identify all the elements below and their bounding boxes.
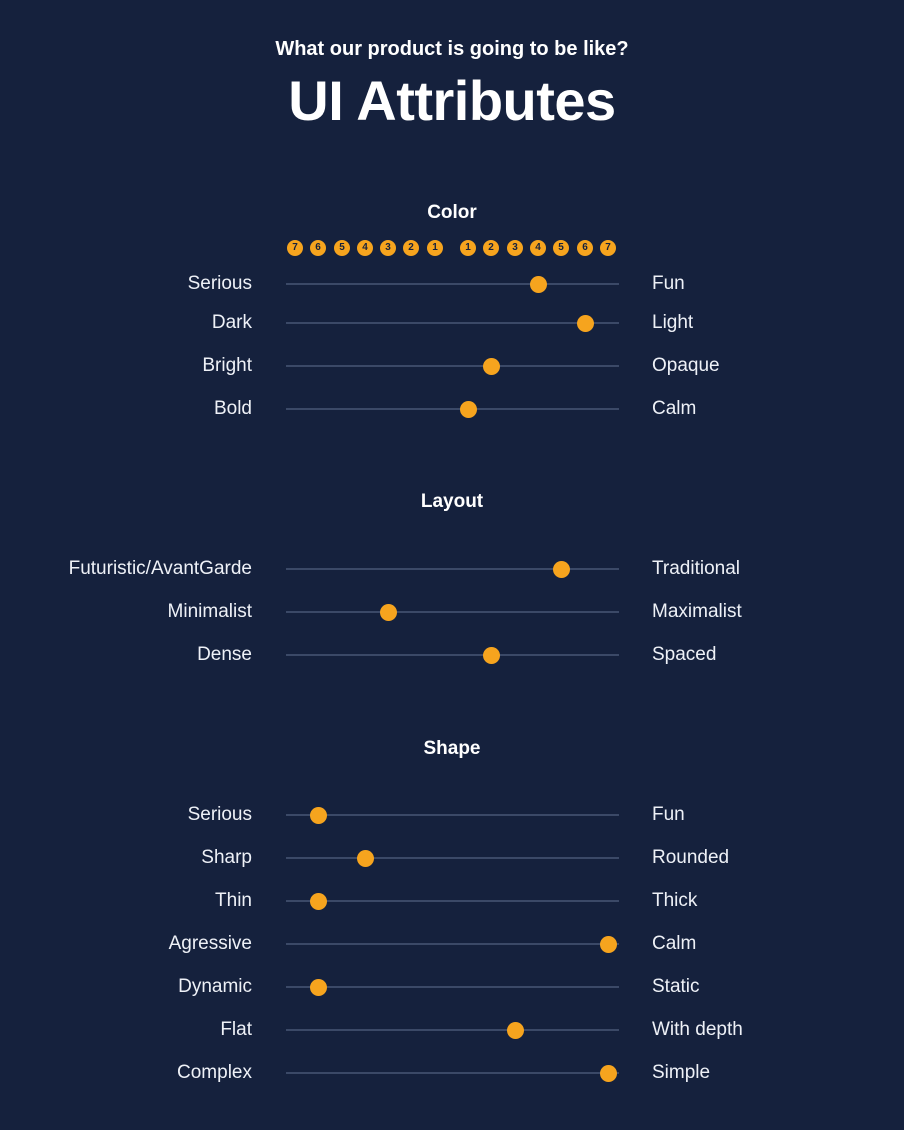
scale-badge-left-7: 7 [287, 240, 303, 256]
slider-track[interactable] [286, 568, 619, 570]
attribute-row: Futuristic/AvantGarde Traditional [0, 554, 904, 584]
attribute-row: Dynamic Static [0, 972, 904, 1002]
attribute-right-label: Static [652, 976, 700, 997]
attribute-right-label: Spaced [652, 644, 717, 665]
scale-badge-right-3: 3 [507, 240, 523, 256]
attribute-row: Flat With depth [0, 1015, 904, 1045]
attribute-row: Minimalist Maximalist [0, 597, 904, 627]
attribute-row: Dense Spaced [0, 640, 904, 670]
slider-track[interactable] [286, 986, 619, 988]
attribute-right-label: Calm [652, 398, 697, 419]
slider-track[interactable] [286, 1029, 619, 1031]
slider-track[interactable] [286, 1072, 619, 1074]
slider-track[interactable] [286, 611, 619, 613]
slider-knob[interactable] [482, 647, 500, 664]
scale-badge-left-6: 6 [310, 240, 326, 256]
attribute-row: Serious Fun [0, 800, 904, 830]
attribute-right-label: Fun [652, 804, 685, 825]
attribute-right-label: Rounded [652, 847, 730, 868]
slider-knob[interactable] [459, 401, 477, 418]
attribute-row: Dark Light [0, 308, 904, 338]
slider-knob[interactable] [309, 807, 327, 824]
scale-badge-left-5: 5 [334, 240, 350, 256]
slider-track[interactable] [286, 283, 619, 285]
attribute-row: Agressive Calm [0, 929, 904, 959]
attribute-right-label: Maximalist [652, 601, 742, 622]
scale-badge-right-1: 1 [460, 240, 476, 256]
slider-track[interactable] [286, 814, 619, 816]
attribute-row: Complex Simple [0, 1058, 904, 1088]
section-title-color: Color [427, 202, 477, 223]
slider-knob[interactable] [599, 1065, 617, 1082]
attribute-right-label: Calm [652, 933, 697, 954]
slider-knob[interactable] [482, 358, 500, 375]
attribute-left-label: Bright [202, 355, 252, 376]
attribute-row: Serious Fun [0, 269, 904, 299]
attribute-left-label: Agressive [168, 933, 252, 954]
attribute-left-label: Thin [215, 890, 252, 911]
attribute-row: Bold Calm [0, 394, 904, 424]
section-title-layout: Layout [420, 491, 484, 512]
scale-badge-left-2: 2 [403, 240, 419, 256]
scale-badge-left-4: 4 [357, 240, 373, 256]
page-subtitle: What our product is going to be like? [275, 38, 629, 60]
slider-knob[interactable] [506, 1022, 524, 1039]
slider-track[interactable] [286, 408, 619, 410]
scale-badge-right-5: 5 [553, 240, 569, 256]
slider-track[interactable] [286, 365, 619, 367]
scale-badge-right-7: 7 [600, 240, 616, 256]
attribute-left-label: Dynamic [178, 976, 252, 997]
slider-knob[interactable] [379, 604, 397, 621]
scale-badge-left-3: 3 [380, 240, 396, 256]
attribute-right-label: Light [652, 312, 694, 333]
attribute-right-label: Opaque [652, 355, 720, 376]
scale-badge-right-2: 2 [483, 240, 499, 256]
slider-track[interactable] [286, 900, 619, 902]
attribute-left-label: Serious [187, 273, 252, 294]
attribute-left-label: Complex [177, 1062, 252, 1083]
attribute-left-label: Sharp [201, 847, 252, 868]
scale-badge-right-6: 6 [577, 240, 593, 256]
attribute-right-label: Traditional [652, 558, 741, 579]
slider-knob[interactable] [599, 936, 617, 953]
slider-track[interactable] [286, 322, 619, 324]
attribute-right-label: Simple [652, 1062, 711, 1083]
scale-badge-right-4: 4 [530, 240, 546, 256]
attribute-left-label: Bold [213, 398, 252, 419]
slider-knob[interactable] [309, 893, 327, 910]
attribute-left-label: Flat [220, 1019, 252, 1040]
attribute-left-label: Minimalist [167, 601, 252, 622]
attribute-row: Sharp Rounded [0, 843, 904, 873]
attribute-left-label: Dense [197, 644, 252, 665]
attribute-right-label: With depth [652, 1019, 743, 1040]
attribute-left-label: Serious [187, 804, 252, 825]
slider-knob[interactable] [356, 850, 374, 867]
attribute-left-label: Dark [211, 312, 252, 333]
section-title-shape: Shape [423, 738, 481, 759]
attribute-right-label: Fun [652, 273, 685, 294]
slider-knob[interactable] [529, 276, 547, 293]
slider-track[interactable] [286, 943, 619, 945]
attribute-right-label: Thick [652, 890, 698, 911]
attribute-row: Thin Thick [0, 886, 904, 916]
slider-knob[interactable] [309, 979, 327, 996]
attribute-row: Bright Opaque [0, 351, 904, 381]
scale-badge-left-1: 1 [427, 240, 443, 256]
slider-track[interactable] [286, 654, 619, 656]
slider-knob[interactable] [576, 315, 594, 332]
slider-track[interactable] [286, 857, 619, 859]
attribute-left-label: Futuristic/AvantGarde [68, 558, 252, 579]
page-title: UI Attributes [288, 69, 616, 132]
slider-knob[interactable] [552, 561, 570, 578]
